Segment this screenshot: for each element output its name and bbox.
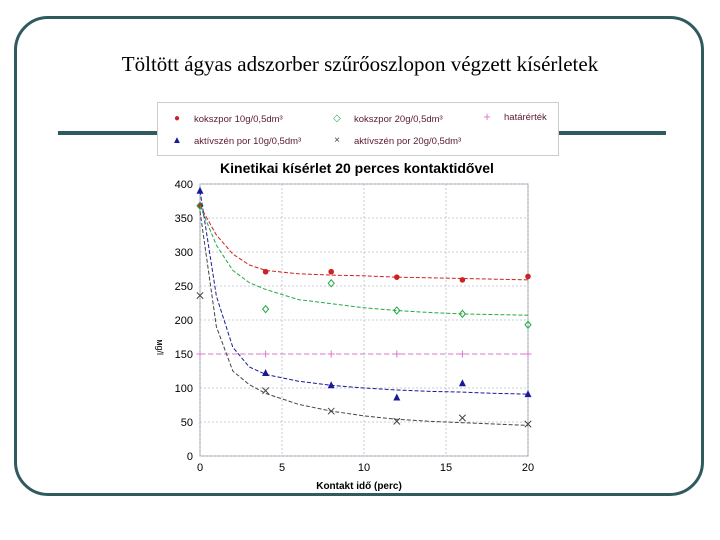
legend-label: kokszpor 20g/0,5dm³ (354, 113, 443, 125)
y-tick-label: 100 (175, 383, 193, 395)
legend-item-kokszpor-10g: ● kokszpor 10g/0,5dm³ (170, 113, 283, 125)
data-point (458, 379, 466, 387)
data-point (524, 320, 532, 330)
data-point (327, 279, 335, 288)
triangle-marker-icon: ▲ (172, 135, 182, 146)
data-point (196, 186, 204, 194)
y-axis-label: мg/l (155, 339, 165, 355)
legend-label: aktívszén por 20g/0,5dm³ (354, 135, 462, 147)
y-tick-label: 150 (175, 349, 193, 361)
divider-right (556, 131, 666, 135)
x-marker-icon: × (334, 135, 340, 146)
slide-title: Töltött ágyas adszorber szűrőoszlopon vé… (121, 52, 599, 76)
y-tick-label: 250 (175, 281, 193, 293)
data-point (525, 273, 531, 280)
legend-label: aktívszén por 10g/0,5dm³ (194, 135, 302, 147)
plus-marker-icon: + (483, 109, 491, 124)
data-point (262, 350, 270, 358)
data-point (393, 306, 401, 315)
legend-item-kokszpor-20g: ◇ kokszpor 20g/0,5dm³ (330, 113, 443, 125)
data-point (327, 350, 335, 358)
data-point (393, 393, 401, 401)
data-point (459, 277, 466, 283)
fit-curve (199, 205, 529, 316)
x-tick-label: 20 (522, 462, 534, 474)
legend-item-aktivszen-10g: ▲ aktívszén por 10g/0,5dm³ (170, 135, 301, 147)
x-tick-label: 5 (279, 462, 285, 474)
data-point (393, 350, 401, 358)
data-point (458, 309, 467, 319)
data-point (394, 274, 400, 280)
divider-left (58, 131, 158, 135)
legend-label: kokszpor 10g/0,5dm³ (194, 113, 283, 125)
y-tick-label: 50 (181, 417, 193, 429)
data-point (524, 390, 532, 398)
data-point (196, 350, 204, 358)
data-point (262, 387, 270, 395)
y-tick-label: 400 (175, 179, 193, 191)
slide-frame (14, 16, 704, 496)
data-point (327, 381, 335, 389)
data-point (196, 291, 204, 300)
data-point (393, 417, 401, 425)
y-tick-label: 0 (187, 451, 193, 463)
data-point (262, 369, 270, 377)
x-tick-label: 10 (358, 462, 370, 474)
data-point (262, 268, 269, 275)
y-tick-label: 300 (175, 247, 193, 259)
data-point (524, 350, 532, 358)
data-point (261, 304, 270, 314)
legend-label: határérték (504, 111, 547, 123)
legend-item-aktivszen-20g: × aktívszén por 20g/0,5dm³ (330, 135, 461, 147)
data-point (524, 420, 532, 428)
x-tick-label: 15 (440, 462, 452, 474)
chart-title: Kinetikai kísérlet 20 perces kontaktidőv… (220, 160, 494, 176)
chart-legend: ● kokszpor 10g/0,5dm³ ◇ kokszpor 20g/0,5… (157, 102, 559, 156)
data-point (458, 350, 466, 358)
circle-marker-icon: ● (173, 113, 181, 124)
legend-item-hatarertek: + határérték (480, 109, 547, 124)
data-point (327, 407, 335, 415)
x-tick-label: 0 (197, 462, 203, 474)
data-point (328, 268, 335, 275)
y-tick-label: 200 (175, 315, 193, 327)
x-axis-label: Kontakt idő (perc) (316, 481, 402, 492)
data-point (458, 414, 466, 422)
y-tick-label: 350 (175, 213, 193, 225)
diamond-marker-icon: ◇ (333, 113, 341, 124)
